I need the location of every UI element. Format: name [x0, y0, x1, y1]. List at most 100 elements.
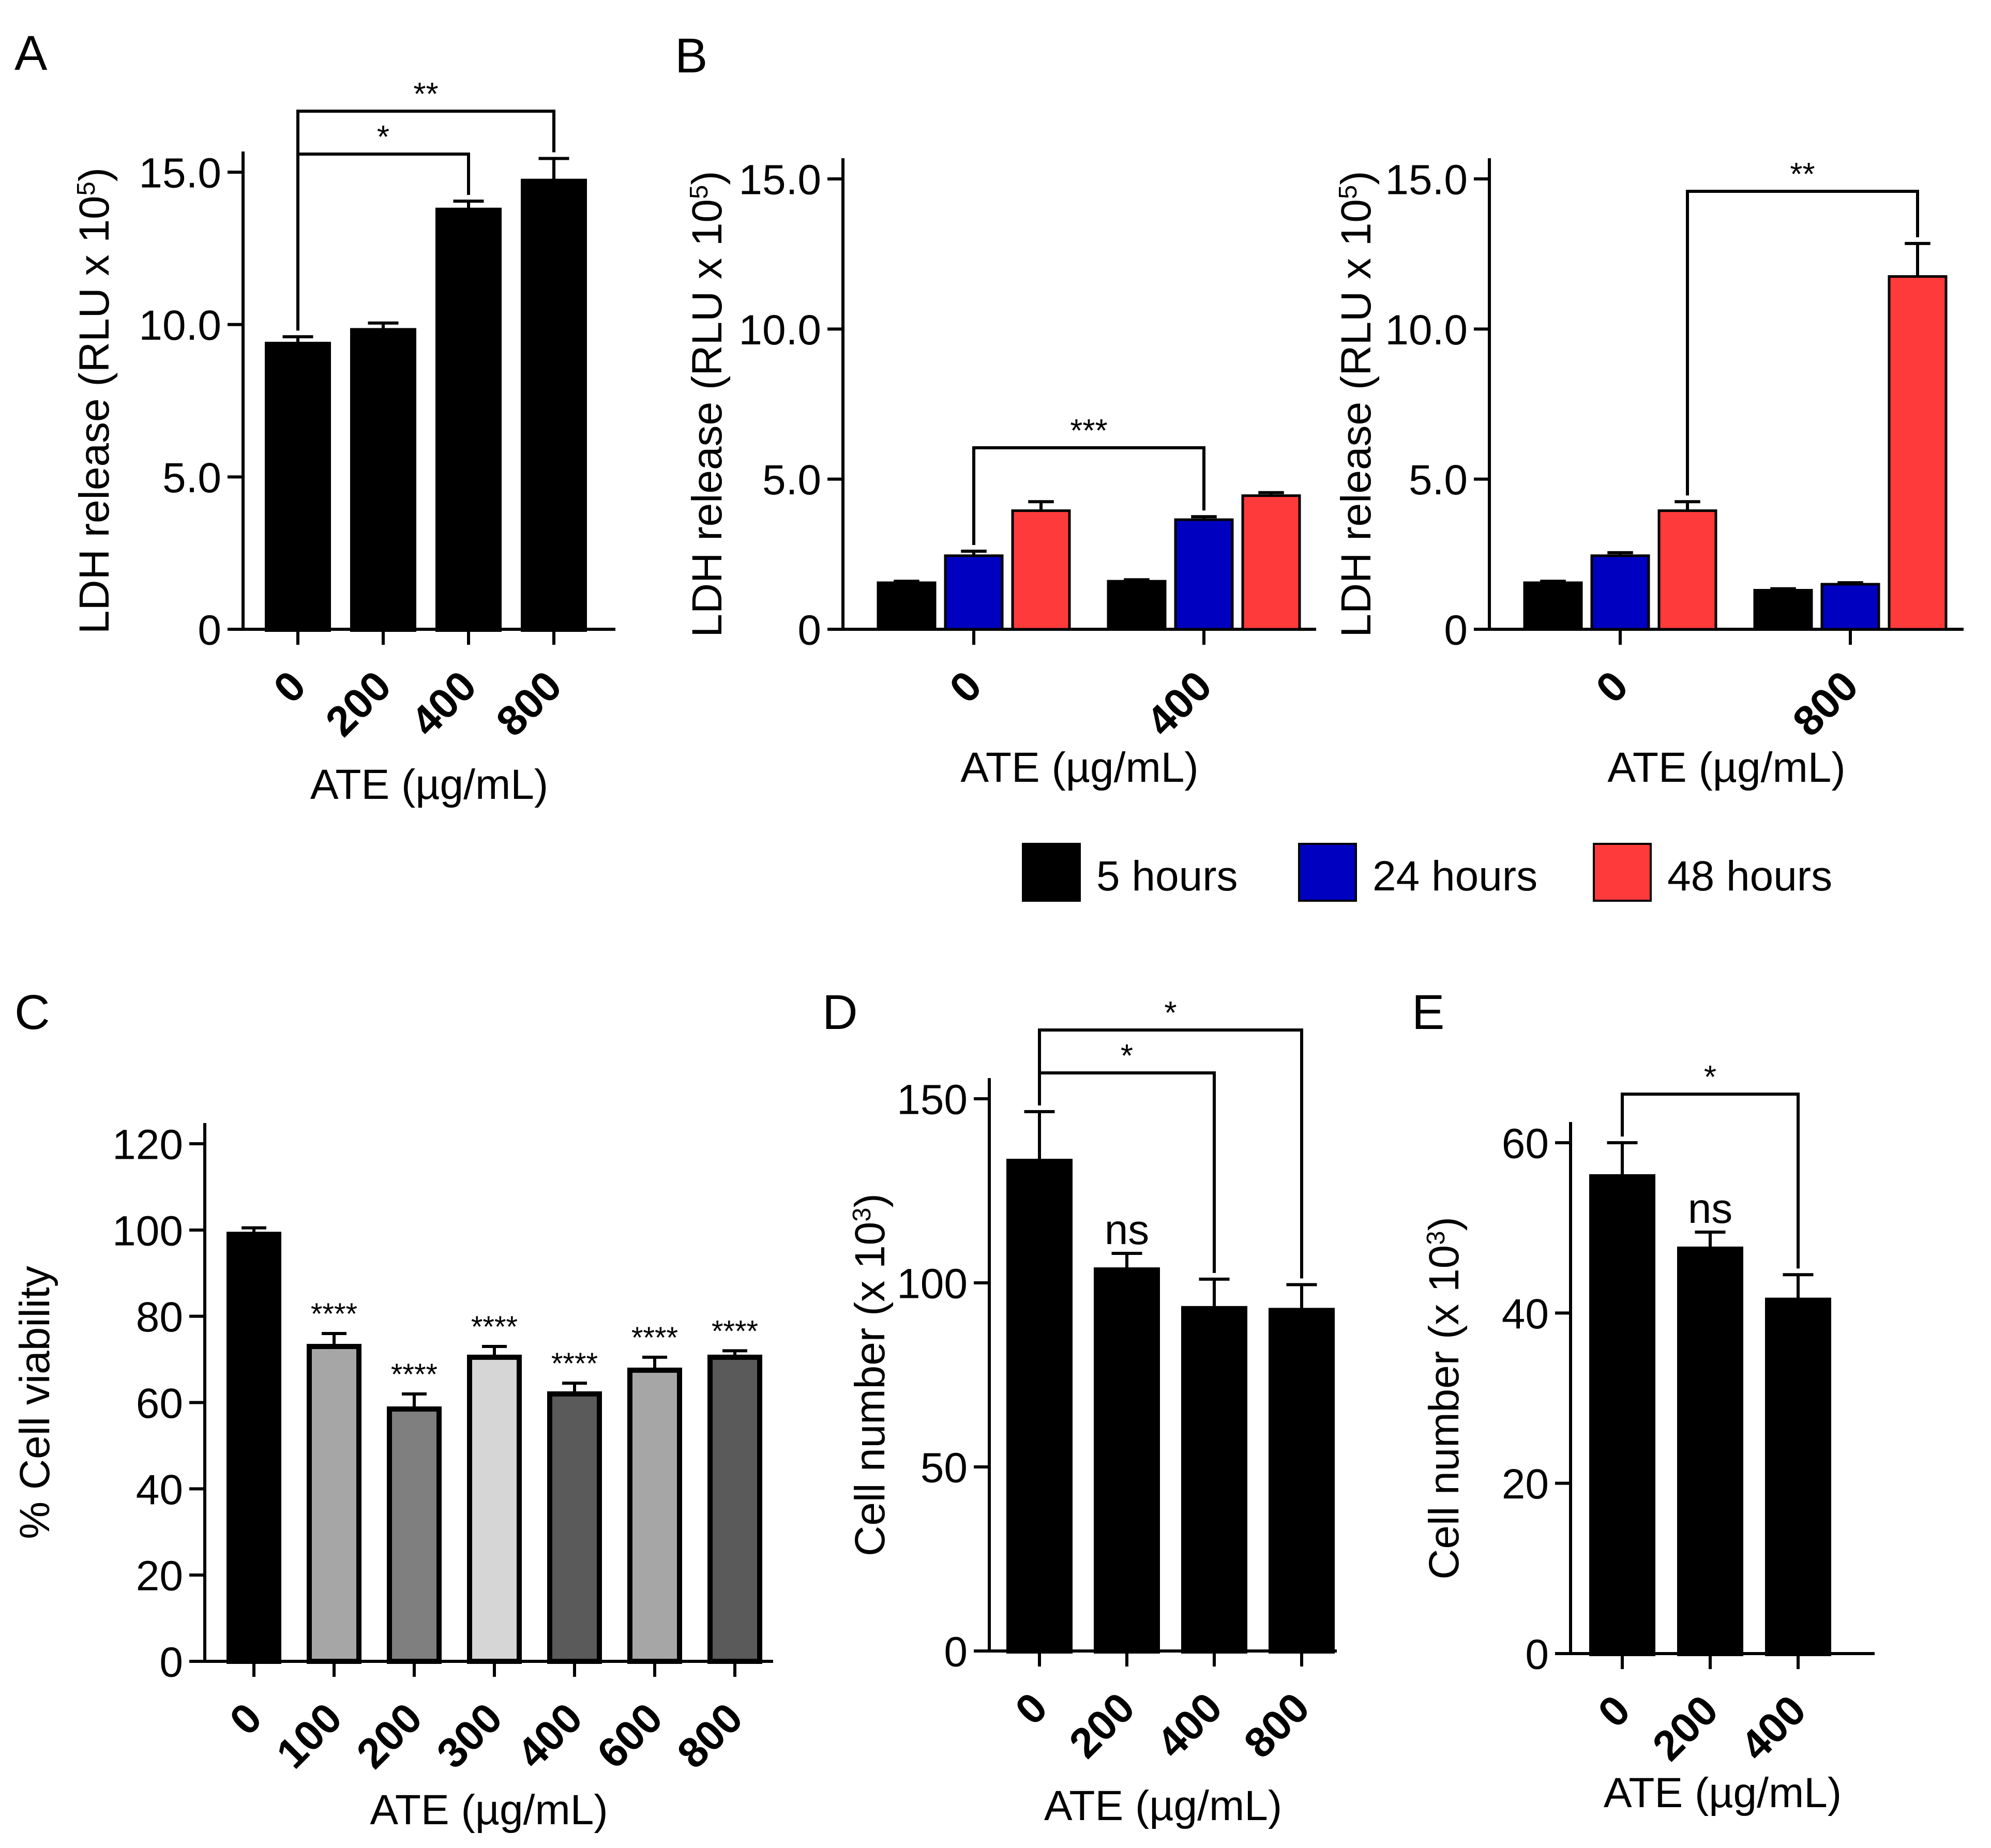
legend-label-48-hours: 48 hours	[1667, 853, 1832, 900]
panel-e-significance-label: *	[1704, 1059, 1716, 1095]
legend-label-24-hours: 24 hours	[1372, 853, 1537, 900]
panel-e-y-tick-label: 20	[1502, 1461, 1549, 1508]
panel-c-bar-annotation: ****	[391, 1358, 438, 1391]
panel-letter-b: B	[675, 28, 707, 83]
panel-a-y-tick-label: 5.0	[162, 455, 221, 502]
panel-e-y-tick-label: 60	[1502, 1120, 1549, 1168]
panel-c-y-axis-label: % Cell viability	[11, 1266, 58, 1539]
panel-a-y-tick-label: 15.0	[139, 150, 221, 197]
panel-c-bar-800	[707, 1354, 762, 1664]
legend-label-5-hours: 5 hours	[1096, 853, 1238, 900]
panel-letter-c: C	[14, 985, 50, 1040]
panel-e-bar-200	[1677, 1246, 1743, 1656]
panel-a-significance-bracket	[296, 110, 555, 331]
panel-a-bar-400	[435, 207, 502, 632]
panel-c-y-tick-label: 0	[159, 1639, 183, 1686]
panel-b-left-bar-48-hours-0	[1011, 509, 1071, 631]
panel-a-y-tick-label: 10.0	[139, 302, 221, 349]
panel-b-right-y-axis-label: LDH release (RLU x 105)	[1333, 171, 1380, 637]
panel-a-bar-200	[350, 328, 416, 632]
panel-c-bar-200	[387, 1406, 442, 1664]
panel-d-bar-annotation: ns	[1105, 1206, 1150, 1253]
panel-b-left-y-tick-label: 5.0	[762, 457, 821, 504]
panel-c-y-tick-label: 20	[136, 1553, 183, 1600]
panel-d-y-tick-label: 50	[921, 1445, 968, 1492]
legend-swatch-48-hours	[1593, 843, 1652, 902]
panel-b-right-x-axis-label: ATE (µg/mL)	[1607, 744, 1845, 791]
panel-c-y-tick-label: 120	[112, 1122, 183, 1169]
panel-d-x-axis-label: ATE (µg/mL)	[1044, 1782, 1282, 1829]
chart-panel-c: 0 20 40 60 80 100 120 % Cell viability ATE (µg/m…	[11, 1122, 773, 1834]
panel-b-right-significance-bracket	[1686, 190, 1919, 496]
panel-letter-e: E	[1412, 985, 1444, 1040]
panel-c-bar-600	[627, 1367, 682, 1664]
panel-b-left-y-tick-label: 15.0	[738, 157, 821, 204]
panel-b-left-bar-5-hours-400	[1107, 580, 1167, 631]
legend: 5 hours 24 hours 48 hours	[1022, 843, 1832, 902]
panel-letter-a: A	[14, 26, 48, 81]
panel-d-y-axis-label: Cell number (x 103)	[847, 1193, 894, 1556]
legend-swatch-24-hours	[1298, 843, 1357, 902]
panel-d-bar-0	[1006, 1159, 1073, 1654]
panel-b-right-y-tick-label: 0	[1444, 607, 1468, 654]
panel-c-bar-annotation: ****	[631, 1321, 678, 1355]
panel-d-bar-400	[1181, 1306, 1247, 1654]
panel-b-right-bar-5-hours-800	[1753, 589, 1813, 631]
panel-a-y-axis-label: LDH release (RLU x 105)	[71, 168, 118, 634]
panel-b-right-y-tick-label: 10.0	[1385, 307, 1468, 354]
panel-c-bar-annotation: ****	[471, 1310, 518, 1344]
panel-b-right-y-axis-label-exponent: 5	[1334, 185, 1362, 199]
panel-c-bar-0	[227, 1232, 281, 1664]
panel-c-bar-100	[307, 1344, 361, 1664]
panel-d-significance-label: *	[1164, 995, 1176, 1031]
panel-d-bar-800	[1269, 1308, 1335, 1654]
panel-b-left-bar-48-hours-400	[1241, 494, 1301, 631]
panel-e-y-axis-label-exponent: 3	[1422, 1231, 1450, 1245]
panel-c-y-tick-label: 60	[136, 1380, 183, 1427]
panel-b-left-y-axis-label: LDH release (RLU x 105)	[684, 171, 731, 637]
panel-b-left-x-axis-label: ATE (µg/mL)	[960, 744, 1198, 791]
panel-b-left-significance-label: ***	[1070, 413, 1107, 449]
panel-b-left-bar-5-hours-0	[877, 581, 937, 631]
panel-c-y-tick-label: 80	[136, 1294, 183, 1341]
panel-c-y-tick-label: 40	[136, 1466, 183, 1513]
panel-c-y-tick-label: 100	[112, 1207, 183, 1254]
panel-c-bar-annotation: ****	[311, 1297, 357, 1331]
panel-e-bar-0	[1589, 1174, 1655, 1657]
panel-e-y-tick-label: 0	[1525, 1631, 1549, 1678]
panel-letter-d: D	[822, 985, 858, 1040]
legend-swatch-5-hours	[1022, 843, 1081, 902]
panel-e-significance-bracket	[1621, 1093, 1800, 1269]
panel-b-right-bar-5-hours-0	[1523, 581, 1583, 631]
panel-e-bar-annotation: ns	[1688, 1185, 1733, 1232]
panel-d-y-tick-label: 0	[944, 1629, 968, 1676]
panel-a-y-axis-label-exponent: 5	[72, 181, 100, 195]
panel-b-right-bar-48-hours-0	[1657, 509, 1717, 631]
panel-b-right-bar-48-hours-800	[1888, 275, 1948, 631]
panel-e-bar-400	[1765, 1297, 1831, 1656]
panel-b-left-y-tick-label: 0	[797, 607, 821, 654]
panel-b-left-bar-24-hours-0	[944, 554, 1004, 631]
panel-d-significance-bracket	[1038, 1028, 1303, 1279]
panel-b-right-bar-24-hours-0	[1590, 554, 1650, 631]
panel-b-right-y-tick-label: 15.0	[1385, 157, 1468, 204]
panel-a-significance-label: **	[413, 77, 438, 112]
panel-c-bar-annotation: ****	[551, 1347, 598, 1381]
panel-b-right-significance-label: **	[1790, 157, 1815, 192]
panel-a-bar-0	[265, 341, 331, 632]
panel-d-significance-label: *	[1121, 1038, 1133, 1074]
panel-b-left-y-tick-label: 10.0	[738, 307, 821, 354]
panel-e-y-tick-label: 40	[1502, 1291, 1549, 1338]
panel-e-x-axis-label: ATE (µg/mL)	[1604, 1769, 1842, 1816]
panel-c-bar-300	[467, 1354, 522, 1664]
panel-b-left-bar-24-hours-400	[1174, 518, 1234, 631]
panel-a-x-axis-label: ATE (µg/mL)	[310, 761, 548, 808]
panel-b-left-significance-bracket	[972, 446, 1205, 546]
panel-d-y-tick-label: 100	[897, 1261, 968, 1308]
panel-b-right-bar-24-hours-800	[1820, 583, 1880, 631]
panel-c-bar-annotation: ****	[712, 1314, 758, 1348]
